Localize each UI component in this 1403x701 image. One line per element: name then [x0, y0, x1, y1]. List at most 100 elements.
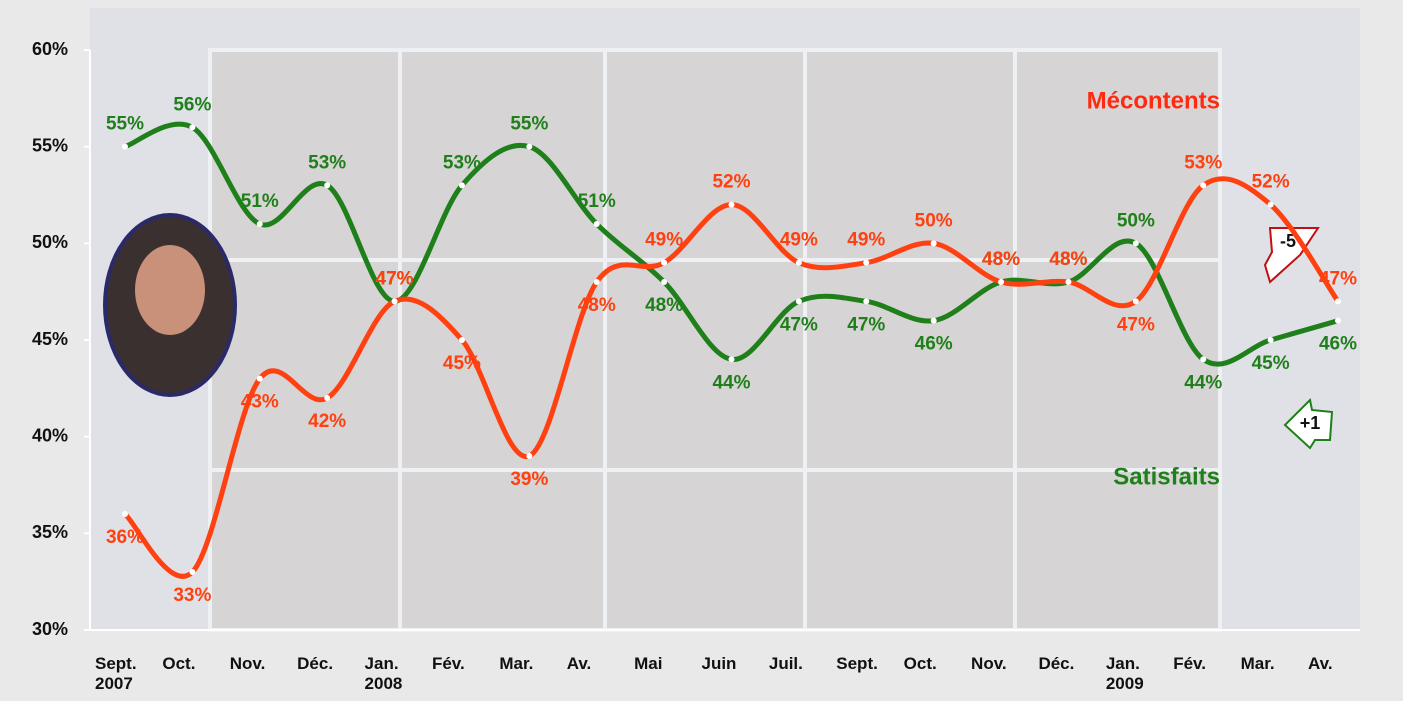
point	[257, 221, 263, 227]
point	[1335, 298, 1341, 304]
data-label: 47%	[1117, 314, 1155, 335]
point	[998, 279, 1004, 285]
point	[324, 395, 330, 401]
point	[122, 144, 128, 150]
point	[931, 240, 937, 246]
x-tick-label: Juil.	[769, 654, 825, 674]
point	[1200, 182, 1206, 188]
annotation: +1	[1300, 413, 1321, 433]
point	[796, 260, 802, 266]
point	[863, 298, 869, 304]
data-label: 53%	[443, 152, 481, 173]
data-label: 42%	[308, 411, 346, 432]
x-tick-label: Jan. 2008	[365, 654, 421, 694]
data-label: 33%	[173, 585, 211, 606]
point	[931, 318, 937, 324]
x-tick-label: Sept. 2007	[95, 654, 151, 694]
data-label: 51%	[578, 191, 616, 212]
x-tick-label: Déc.	[297, 654, 353, 674]
data-label: 55%	[510, 114, 548, 135]
x-tick-label: Av.	[567, 654, 623, 674]
data-label: 55%	[106, 114, 144, 135]
y-tick-label: 45%	[32, 329, 68, 349]
data-label: 36%	[106, 527, 144, 548]
point	[594, 221, 600, 227]
point	[1200, 356, 1206, 362]
data-label: 45%	[443, 353, 481, 374]
point	[189, 569, 195, 575]
data-label: 50%	[1117, 210, 1155, 231]
point	[189, 124, 195, 130]
point	[729, 202, 735, 208]
x-tick-label: Fév.	[432, 654, 488, 674]
point	[122, 511, 128, 517]
series-label: Satisfaits	[1113, 463, 1220, 490]
x-tick-label: Fév.	[1173, 654, 1229, 674]
point	[1335, 318, 1341, 324]
data-label: 53%	[1184, 152, 1222, 173]
y-tick-label: 55%	[32, 135, 68, 155]
point	[796, 298, 802, 304]
point	[324, 182, 330, 188]
y-tick-label: 40%	[32, 425, 68, 445]
data-label: 48%	[982, 249, 1020, 270]
x-tick-label: Oct.	[904, 654, 960, 674]
data-label: 46%	[915, 334, 953, 355]
x-tick-label: Juin	[702, 654, 758, 674]
y-tick-label: 35%	[32, 522, 68, 542]
point	[257, 376, 263, 382]
point	[392, 298, 398, 304]
x-tick-label: Mar.	[1241, 654, 1297, 674]
x-tick-label: Mar.	[499, 654, 555, 674]
data-label: 48%	[645, 295, 683, 316]
data-label: 43%	[241, 392, 279, 413]
x-tick-label: Av.	[1308, 654, 1364, 674]
x-tick-label: Nov.	[230, 654, 286, 674]
point	[526, 144, 532, 150]
data-label: 52%	[712, 172, 750, 193]
x-tick-label: Jan. 2009	[1106, 654, 1162, 694]
point	[729, 356, 735, 362]
data-label: 47%	[847, 314, 885, 335]
data-label: 48%	[1049, 249, 1087, 270]
point	[1133, 298, 1139, 304]
chart: Mécontents Satisfaits -5 +1 30%35%40%45%…	[0, 0, 1403, 701]
y-tick-label: 60%	[32, 39, 68, 59]
data-label: 56%	[173, 94, 211, 115]
data-label: 46%	[1319, 334, 1357, 355]
data-label: 44%	[1184, 372, 1222, 393]
data-label: 49%	[645, 230, 683, 251]
x-tick-label: Mai	[634, 654, 690, 674]
point	[526, 453, 532, 459]
data-label: 53%	[308, 152, 346, 173]
point	[1268, 337, 1274, 343]
point	[863, 260, 869, 266]
x-tick-label: Oct.	[162, 654, 218, 674]
point	[459, 337, 465, 343]
data-label: 47%	[780, 314, 818, 335]
data-label: 50%	[915, 210, 953, 231]
data-label: 44%	[712, 372, 750, 393]
point	[1065, 279, 1071, 285]
x-tick-label: Nov.	[971, 654, 1027, 674]
chart-page: Mécontents Satisfaits -5 +1 30%35%40%45%…	[0, 0, 1403, 701]
data-label: 45%	[1252, 353, 1290, 374]
x-tick-label: Sept.	[836, 654, 892, 674]
data-label: 51%	[241, 191, 279, 212]
data-label: 47%	[1319, 268, 1357, 289]
data-label: 48%	[578, 295, 616, 316]
point	[661, 279, 667, 285]
data-label: 52%	[1252, 172, 1290, 193]
point	[594, 279, 600, 285]
y-tick-label: 30%	[32, 619, 68, 639]
x-tick-label: Déc.	[1038, 654, 1094, 674]
data-label: 39%	[510, 469, 548, 490]
point	[1133, 240, 1139, 246]
point	[1268, 202, 1274, 208]
data-label: 49%	[847, 230, 885, 251]
data-label: 49%	[780, 230, 818, 251]
series-label: Mécontents	[1087, 87, 1220, 114]
photo-grid	[210, 50, 1220, 630]
point	[459, 182, 465, 188]
point	[661, 260, 667, 266]
